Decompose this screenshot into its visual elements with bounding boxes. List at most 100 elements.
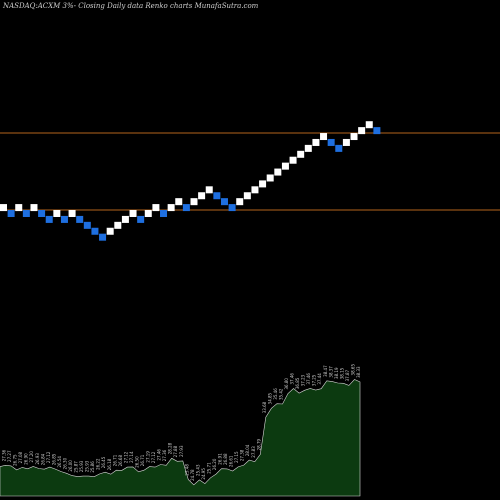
- close-label: 27.46: [157, 449, 162, 461]
- up-brick: [259, 180, 267, 188]
- close-label: 26.18: [107, 458, 112, 470]
- close-label: 38.19: [334, 367, 339, 379]
- close-label: 25.86: [90, 461, 95, 473]
- up-brick: [297, 150, 305, 158]
- close-label: 27.36: [162, 449, 167, 461]
- up-brick: [274, 168, 282, 176]
- close-label: 24.78: [190, 469, 195, 481]
- close-label: 37.44: [317, 373, 322, 385]
- close-label: 38.15: [339, 367, 344, 379]
- down-brick: [213, 192, 221, 200]
- down-brick: [38, 210, 46, 217]
- close-label: 26.85: [51, 453, 56, 465]
- up-brick: [190, 198, 198, 206]
- close-label: 26.68: [118, 455, 123, 467]
- close-label: 26.54: [57, 456, 62, 468]
- close-label: 25.93: [79, 460, 84, 472]
- up-brick: [53, 210, 61, 217]
- down-brick: [220, 198, 228, 206]
- close-label: 26.00: [68, 460, 73, 472]
- up-brick: [320, 133, 328, 141]
- up-brick: [198, 192, 206, 200]
- chart-title: NASDAQ:ACXM 3%- Closing Daily data Renko…: [3, 2, 259, 10]
- close-label: 38.37: [328, 366, 333, 378]
- close-label: 35.46: [273, 388, 278, 400]
- close-label: 27.12: [151, 451, 156, 463]
- down-brick: [373, 127, 381, 135]
- down-brick: [45, 215, 53, 223]
- up-brick: [205, 186, 213, 194]
- up-brick: [342, 138, 350, 146]
- up-brick: [68, 210, 76, 217]
- down-brick: [137, 215, 145, 223]
- close-label: 28.79: [256, 438, 261, 450]
- close-label: 38.47: [323, 365, 328, 377]
- up-brick: [289, 156, 297, 164]
- close-label: 27.18: [0, 451, 1, 463]
- close-label: 36.85: [295, 377, 300, 389]
- close-label: 37.87: [345, 369, 350, 381]
- close-label: 25.48: [184, 464, 189, 476]
- close-label: 26.61: [229, 455, 234, 467]
- up-brick: [121, 215, 129, 223]
- up-brick: [114, 221, 122, 229]
- up-brick: [266, 174, 274, 182]
- close-label: 27.08: [18, 451, 23, 463]
- close-label: 26.90: [24, 453, 29, 465]
- close-label: 37.23: [301, 374, 306, 386]
- up-brick: [106, 227, 114, 235]
- close-label: 27.15: [234, 451, 239, 463]
- close-label: 26.22: [96, 458, 101, 470]
- close-label: 27.20: [29, 451, 34, 463]
- close-label: 35.42: [278, 388, 283, 400]
- up-brick: [30, 204, 38, 212]
- down-brick: [22, 210, 30, 217]
- close-label: 26.71: [140, 454, 145, 466]
- close-label: 27.27: [7, 450, 12, 462]
- down-brick: [228, 204, 236, 212]
- up-brick: [243, 192, 251, 200]
- close-label: 37.46: [306, 373, 311, 385]
- close-label: 26.71: [112, 454, 117, 466]
- close-label: 26.88: [223, 453, 228, 465]
- close-label: 28.28: [168, 442, 173, 454]
- close-label: 27.12: [46, 451, 51, 463]
- close-label: 27.93: [179, 445, 184, 457]
- up-brick: [350, 133, 358, 141]
- up-brick: [0, 204, 7, 212]
- up-brick: [236, 198, 244, 206]
- close-label: 33.68: [262, 401, 267, 413]
- up-brick: [152, 204, 160, 212]
- close-label: 27.14: [129, 451, 134, 463]
- close-label: 37.25: [312, 374, 317, 386]
- close-label: 28.04: [245, 444, 250, 456]
- down-brick: [7, 210, 15, 217]
- down-brick: [91, 227, 99, 235]
- up-brick: [365, 121, 373, 129]
- close-label: 27.38: [240, 449, 245, 461]
- close-label: 27.83: [251, 446, 256, 458]
- up-brick: [251, 186, 259, 194]
- close-label: 26.84: [40, 453, 45, 465]
- up-brick: [312, 138, 320, 146]
- up-brick: [167, 204, 175, 212]
- close-label: 26.20: [212, 458, 217, 470]
- up-brick: [15, 204, 23, 212]
- down-brick: [335, 144, 343, 152]
- up-brick: [304, 144, 312, 152]
- up-brick: [281, 162, 289, 170]
- close-label: 25.93: [85, 460, 90, 472]
- up-brick: [129, 210, 137, 217]
- close-label: 27.19: [146, 451, 151, 463]
- close-label: 27.12: [123, 451, 128, 463]
- close-label: 27.88: [173, 445, 178, 457]
- close-label: 25.87: [74, 461, 79, 473]
- close-label: 37.46: [290, 373, 295, 385]
- close-label: 38.33: [356, 366, 361, 378]
- close-label: 26.93: [35, 453, 40, 465]
- down-brick: [99, 233, 107, 241]
- down-brick: [76, 215, 84, 223]
- close-label: 27.36: [2, 449, 7, 461]
- close-label: 26.91: [218, 453, 223, 465]
- close-label: 25.71: [206, 462, 211, 474]
